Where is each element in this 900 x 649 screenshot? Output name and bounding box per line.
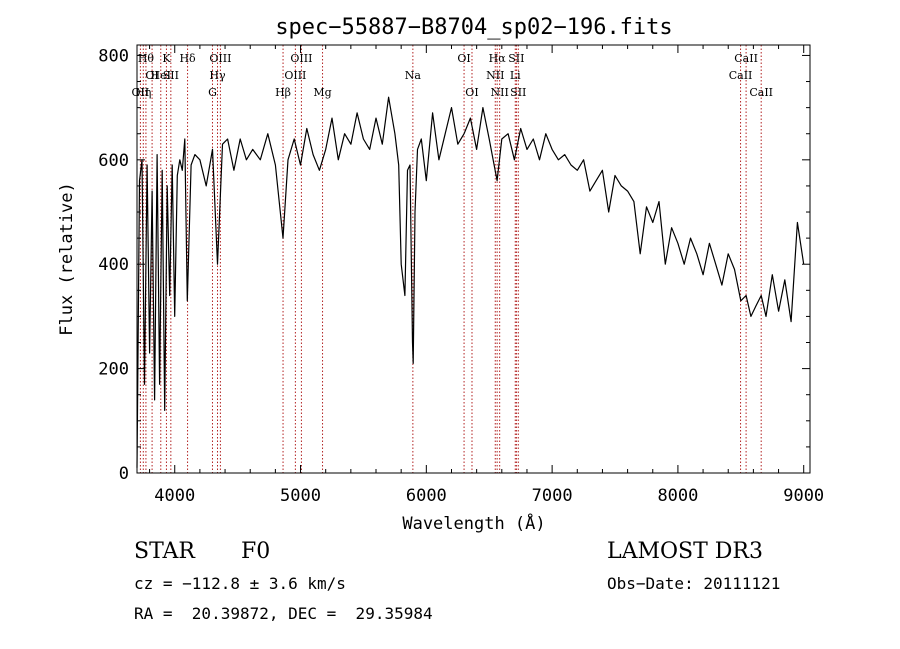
line-labels: OIIHηHθOIHeIKSIIHδGHγOIIIHβOIIIOIIIMgNaO… <box>132 52 773 99</box>
y-tick-label-0: 0 <box>119 464 129 484</box>
survey-name: LAMOST DR3 <box>607 539 763 564</box>
line-label-13: OIII <box>290 52 312 65</box>
line-label-3: OI <box>145 69 158 82</box>
line-label-19: Hα <box>489 52 507 65</box>
y-axis-label: Flux (relative) <box>57 182 77 336</box>
line-label-18: NII <box>486 69 504 82</box>
line-label-2: Hθ <box>138 52 155 65</box>
object-subclass: F0 <box>241 539 271 564</box>
x-tick-label-1: 5000 <box>280 486 321 506</box>
x-tick-label-2: 6000 <box>406 486 447 506</box>
line-label-4: HeI <box>151 69 171 82</box>
coordinates: RA = 20.39872, DEC = 29.35984 <box>134 604 433 623</box>
line-label-8: G <box>208 86 217 99</box>
x-tick-label-0: 4000 <box>154 486 195 506</box>
line-label-26: CaII <box>749 86 773 99</box>
chart-title: spec−55887−B8704_sp02−196.fits <box>275 15 672 40</box>
series-line-flux <box>136 96 805 468</box>
line-label-14: Mg <box>313 86 331 99</box>
y-tick-label-3: 600 <box>98 151 129 171</box>
line-label-24: CaII <box>729 69 753 82</box>
line-label-9: Hγ <box>209 69 226 82</box>
spectrum-chart: OIIHηHθOIHeIKSIIHδGHγOIIIHβOIIIOIIIMgNaO… <box>57 15 824 534</box>
redshift-velocity: cz = −112.8 ± 3.6 km/s <box>134 574 346 593</box>
y-axis-ticks: 0 200 400 600 800 <box>98 46 810 484</box>
line-label-21: Li <box>510 69 521 82</box>
line-label-1: Hη <box>135 86 151 99</box>
line-label-0: OII <box>132 86 150 99</box>
line-label-20: NII <box>491 86 509 99</box>
line-label-6: SII <box>163 69 179 82</box>
x-axis-ticks: 4000 5000 6000 7000 8000 9000 <box>149 45 824 506</box>
line-label-15: Na <box>405 69 422 82</box>
series-layer <box>136 96 805 468</box>
x-tick-label-3: 7000 <box>532 486 573 506</box>
x-axis-label: Wavelength (Å) <box>402 512 545 534</box>
line-label-11: Hβ <box>275 86 291 99</box>
y-tick-label-4: 800 <box>98 46 129 66</box>
line-markers <box>139 45 762 473</box>
line-label-12: OIII <box>284 69 306 82</box>
line-label-5: K <box>162 52 171 65</box>
y-tick-label-1: 200 <box>98 360 129 380</box>
line-label-10: OIII <box>209 52 231 65</box>
x-tick-label-5: 9000 <box>783 486 824 506</box>
line-label-25: CaII <box>734 52 758 65</box>
plot-frame <box>136 44 811 474</box>
line-label-22: SII <box>508 52 524 65</box>
observation-date: Obs−Date: 20111121 <box>607 574 781 593</box>
object-type: STAR <box>134 539 195 564</box>
y-tick-label-2: 400 <box>98 255 129 275</box>
line-label-23: SII <box>510 86 526 99</box>
line-label-16: OI <box>457 52 470 65</box>
line-label-17: OI <box>465 86 478 99</box>
line-label-7: Hδ <box>179 52 196 65</box>
x-tick-label-4: 8000 <box>657 486 698 506</box>
